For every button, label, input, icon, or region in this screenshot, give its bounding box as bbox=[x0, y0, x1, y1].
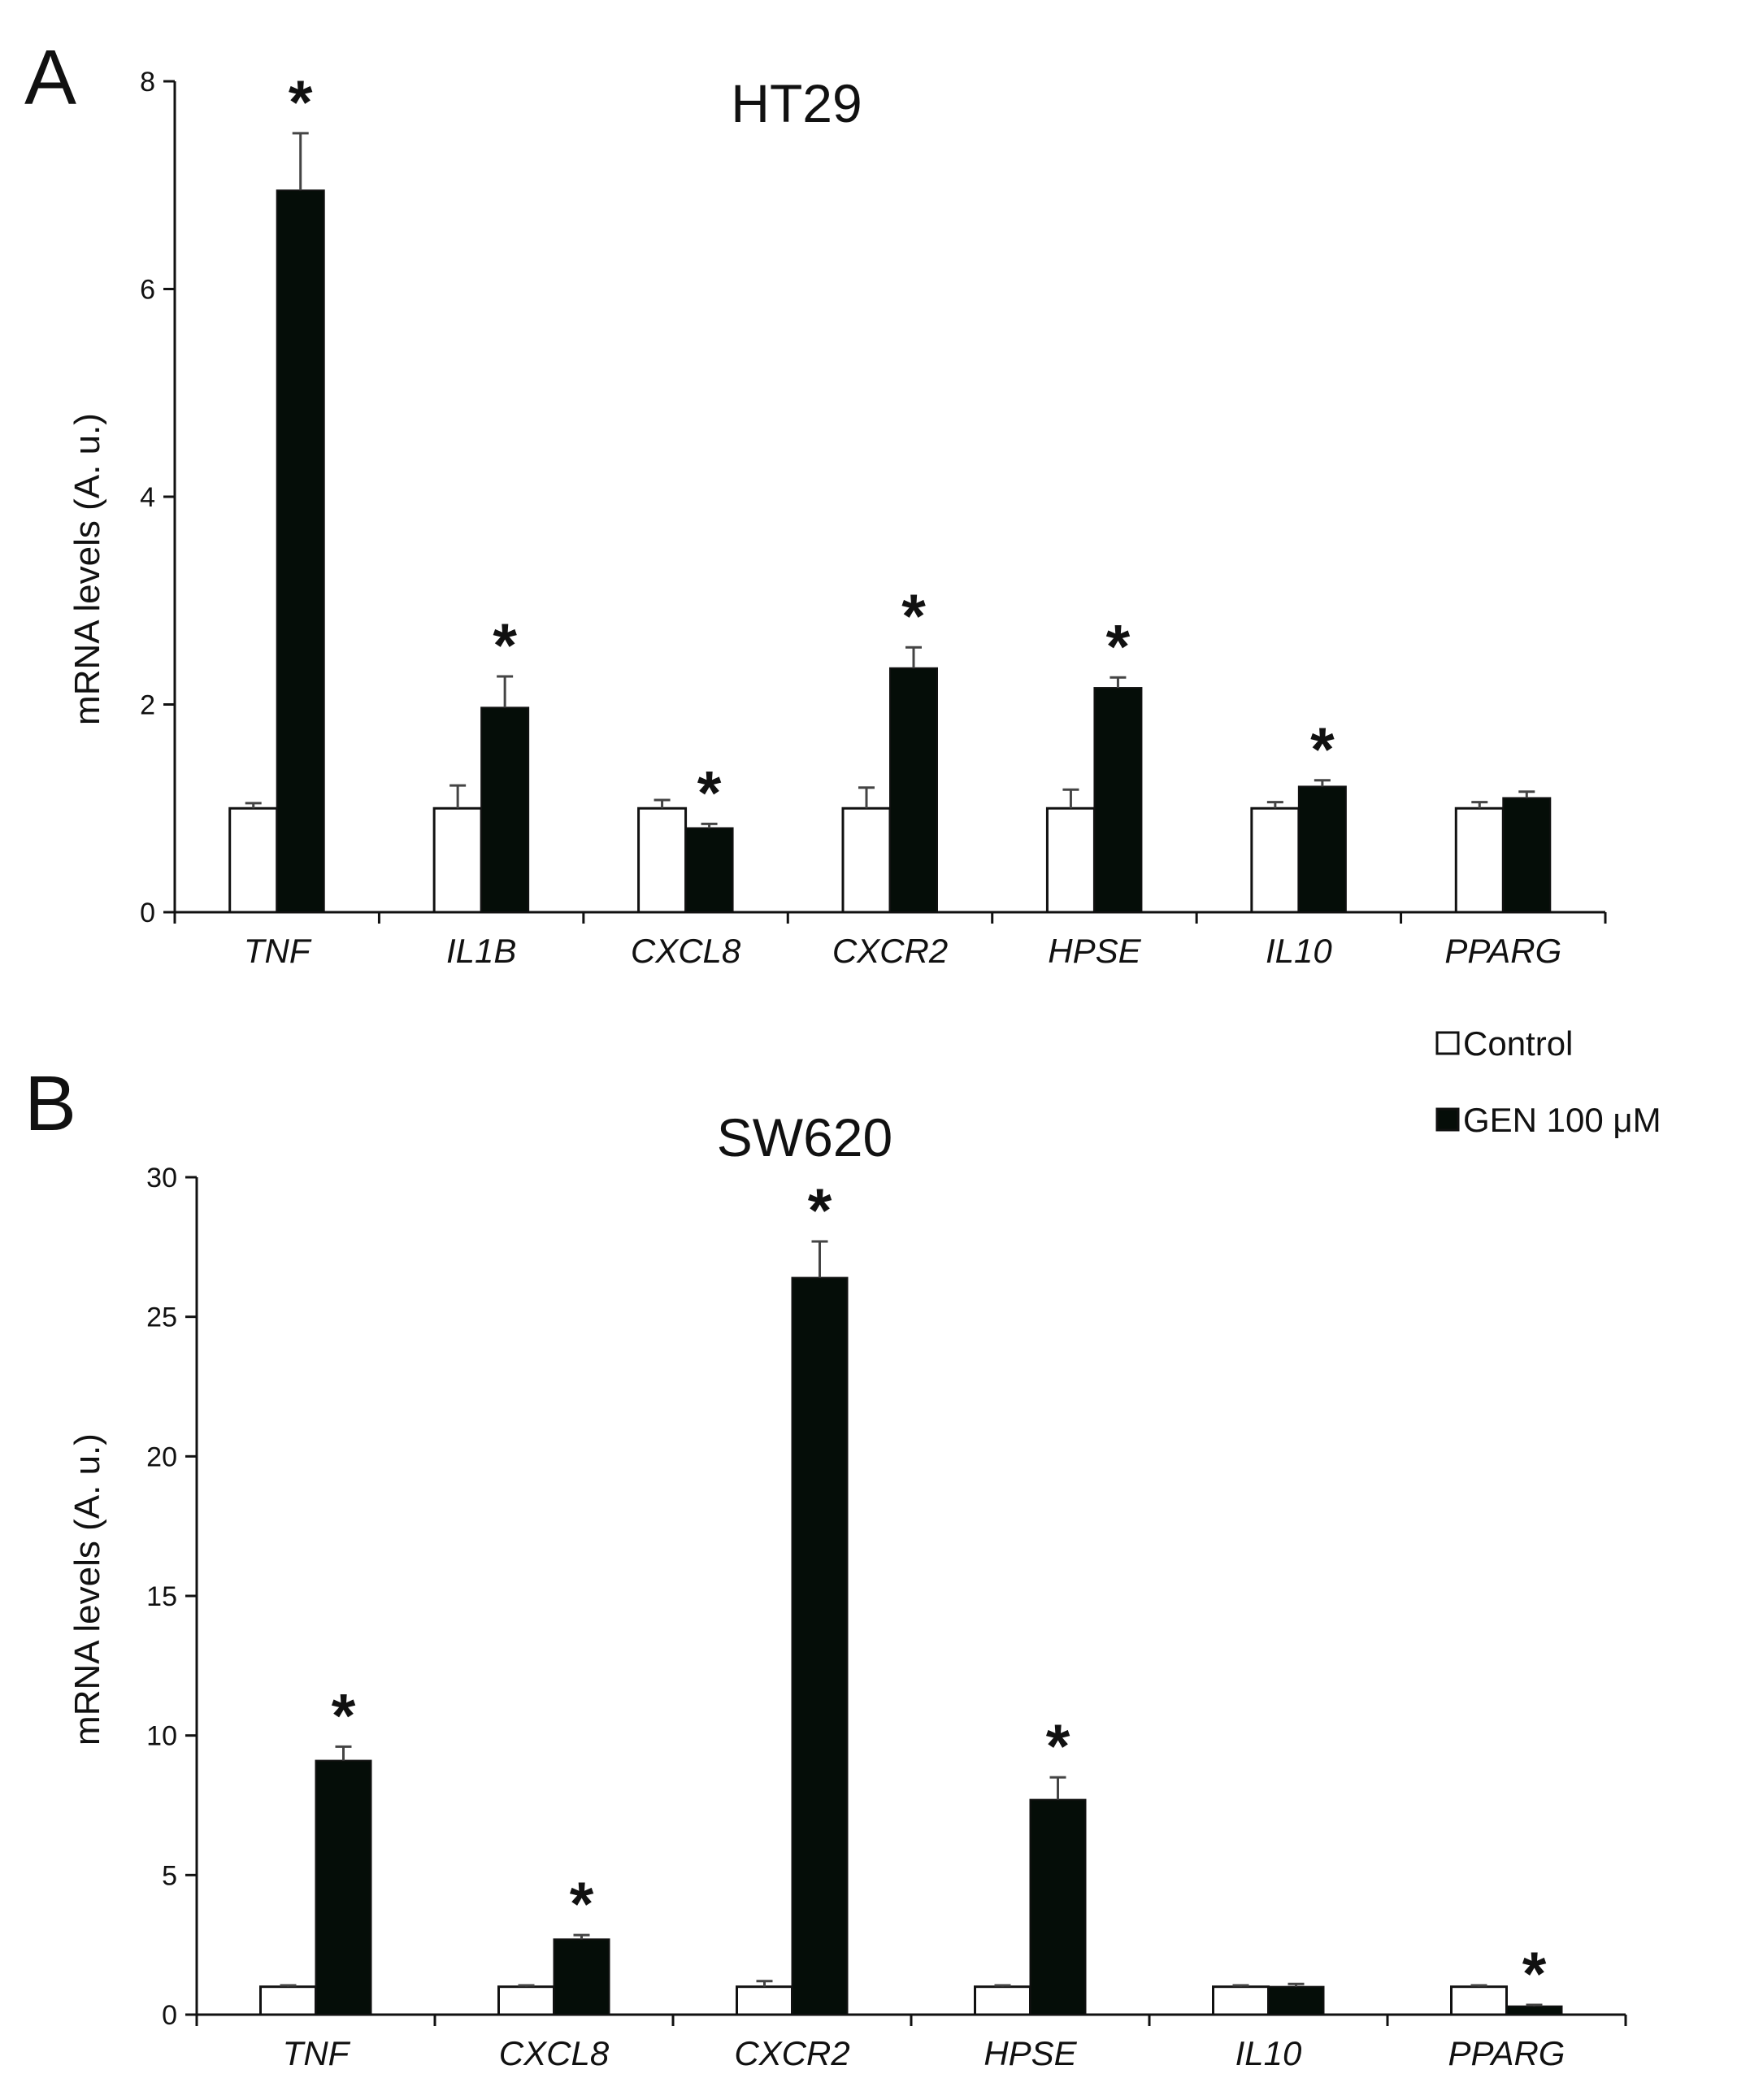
y-tick-label: 8 bbox=[140, 67, 155, 98]
significance-star-hpse: * bbox=[1046, 1712, 1070, 1781]
legend: Control GEN 100 μM bbox=[1435, 1024, 1661, 1139]
x-category-label: PPARG bbox=[1448, 2034, 1565, 2072]
bar-gen-cxcr2 bbox=[889, 667, 938, 913]
bar-gen-hpse bbox=[1029, 1798, 1087, 2015]
bar-control-pparg bbox=[1454, 807, 1505, 914]
x-category-label: TNF bbox=[283, 2034, 351, 2072]
y-tick-label: 0 bbox=[140, 898, 155, 928]
significance-star-hpse: * bbox=[1106, 612, 1131, 681]
panel-a-letter: A bbox=[24, 34, 76, 121]
y-tick-label: 2 bbox=[140, 690, 155, 721]
y-tick-label: 20 bbox=[146, 1441, 177, 1472]
panel-a: A HT29 mRNA levels (A. u.) 0 2 4 6 8 * TNF * IL1… bbox=[24, 34, 1607, 970]
bar-control-tnf bbox=[259, 1985, 317, 2016]
legend-treated-label: GEN 100 μM bbox=[1463, 1101, 1661, 1139]
bar-control-cxcr2 bbox=[841, 807, 892, 914]
panel-b-title: SW620 bbox=[717, 1107, 892, 1167]
y-tick-label: 5 bbox=[162, 1860, 177, 1891]
bar-control-cxcl8 bbox=[637, 807, 688, 914]
y-tick-label: 10 bbox=[146, 1721, 177, 1752]
bar-gen-pparg bbox=[1502, 797, 1552, 913]
bar-control-tnf bbox=[228, 807, 279, 914]
x-category-label: HPSE bbox=[984, 2034, 1077, 2072]
bar-gen-tnf bbox=[276, 189, 325, 913]
panel-b-plot: 0 5 10 15 20 25 30 * TNF * CXCL8 * CXCR2 * HPSE IL10 * PP… bbox=[146, 1163, 1627, 2072]
bar-gen-il10 bbox=[1297, 785, 1347, 913]
bar-gen-cxcl8 bbox=[553, 1938, 610, 2016]
bar-control-pparg bbox=[1450, 1985, 1508, 2016]
significance-star-il1b: * bbox=[493, 611, 517, 680]
y-tick-label: 30 bbox=[146, 1163, 177, 1193]
y-tick-label: 15 bbox=[146, 1581, 177, 1612]
bar-gen-il1b bbox=[480, 707, 530, 914]
bar-control-hpse bbox=[1045, 807, 1096, 914]
significance-star-cxcr2: * bbox=[901, 582, 926, 651]
x-category-label: IL10 bbox=[1235, 2034, 1302, 2072]
x-category-label: IL10 bbox=[1266, 932, 1332, 970]
y-tick-label: 4 bbox=[140, 482, 155, 513]
bar-gen-il10 bbox=[1267, 1985, 1325, 2016]
x-category-label: CXCL8 bbox=[631, 932, 741, 970]
panel-b: B SW620 mRNA levels (A. u.) 0 5 10 15 20 25 30… bbox=[24, 1060, 1627, 2072]
significance-star-il10: * bbox=[1310, 715, 1335, 785]
bar-gen-hpse bbox=[1093, 687, 1143, 913]
panel-b-letter: B bbox=[24, 1060, 76, 1147]
bar-control-il1b bbox=[432, 807, 483, 914]
y-tick-label: 0 bbox=[162, 2000, 177, 2031]
x-category-label: CXCL8 bbox=[499, 2034, 610, 2072]
panel-a-plot: 0 2 4 6 8 * TNF * IL1B * CXCL8 * CXCR2 * HPSE * IL10 PPAR… bbox=[140, 67, 1607, 970]
significance-star-pparg: * bbox=[1522, 1940, 1547, 2009]
x-category-label: CXCR2 bbox=[832, 932, 948, 970]
y-tick-label: 25 bbox=[146, 1302, 177, 1333]
x-category-label: TNF bbox=[244, 932, 312, 970]
significance-star-cxcl8: * bbox=[570, 1870, 594, 1939]
bar-gen-tnf bbox=[315, 1759, 372, 2015]
y-tick-label: 6 bbox=[140, 275, 155, 306]
bar-control-cxcr2 bbox=[736, 1985, 793, 2016]
panel-a-y-axis-label: mRNA levels (A. u.) bbox=[67, 413, 107, 725]
bar-control-il10 bbox=[1212, 1985, 1270, 2016]
legend-control-label: Control bbox=[1463, 1024, 1573, 1063]
x-category-label: IL1B bbox=[446, 932, 516, 970]
x-category-label: HPSE bbox=[1048, 932, 1141, 970]
x-category-label: CXCR2 bbox=[734, 2034, 849, 2072]
bar-control-cxcl8 bbox=[497, 1985, 555, 2016]
significance-star-tnf: * bbox=[289, 68, 313, 137]
legend-control-swatch bbox=[1435, 1031, 1460, 1055]
legend-treated-swatch bbox=[1435, 1107, 1460, 1132]
significance-star-tnf: * bbox=[332, 1681, 356, 1750]
significance-star-cxcr2: * bbox=[808, 1176, 832, 1246]
panel-a-title: HT29 bbox=[731, 73, 862, 133]
bar-control-il10 bbox=[1250, 807, 1301, 914]
bar-gen-cxcl8 bbox=[684, 827, 734, 914]
x-category-label: PPARG bbox=[1444, 932, 1561, 970]
bar-control-hpse bbox=[974, 1985, 1031, 2016]
significance-star-cxcl8: * bbox=[697, 759, 722, 828]
bar-gen-cxcr2 bbox=[791, 1276, 849, 2015]
panel-b-y-axis-label: mRNA levels (A. u.) bbox=[67, 1433, 107, 1746]
